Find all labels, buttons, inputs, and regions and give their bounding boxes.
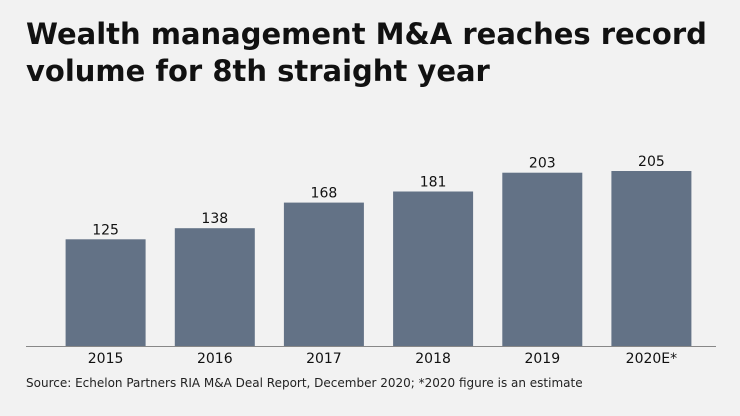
value-label: 203 — [529, 156, 556, 172]
bars-group — [65, 171, 692, 346]
bar-2020e — [611, 171, 692, 346]
x-tick-label: 2020E* — [626, 351, 677, 367]
bar-2018 — [393, 191, 474, 346]
x-tick-label: 2019 — [524, 351, 560, 367]
value-label: 181 — [420, 175, 447, 191]
value-label: 205 — [638, 154, 665, 170]
source-note: Source: Echelon Partners RIA M&A Deal Re… — [26, 376, 583, 390]
bar-2016 — [174, 228, 255, 346]
x-tick-label: 2018 — [415, 351, 451, 367]
value-label: 138 — [201, 211, 228, 227]
x-tick-label: 2017 — [306, 351, 342, 367]
value-label: 168 — [311, 186, 338, 202]
title-line-2: volume for 8th straight year — [26, 54, 490, 88]
x-tick-label: 2016 — [197, 351, 233, 367]
x-tick-label: 2015 — [88, 351, 124, 367]
bar-2017 — [283, 202, 364, 346]
title-line-1: Wealth management M&A reaches record — [26, 17, 707, 51]
x-tick-labels-group: 2015 2016 2017 2018 2019 2020E* — [88, 351, 677, 367]
bar-2019 — [502, 172, 583, 346]
chart-title: Wealth management M&A reaches record vol… — [26, 16, 716, 90]
bar-2015 — [65, 239, 146, 346]
value-labels-group: 125 138 168 181 203 205 — [92, 154, 665, 238]
value-label: 125 — [92, 222, 119, 238]
